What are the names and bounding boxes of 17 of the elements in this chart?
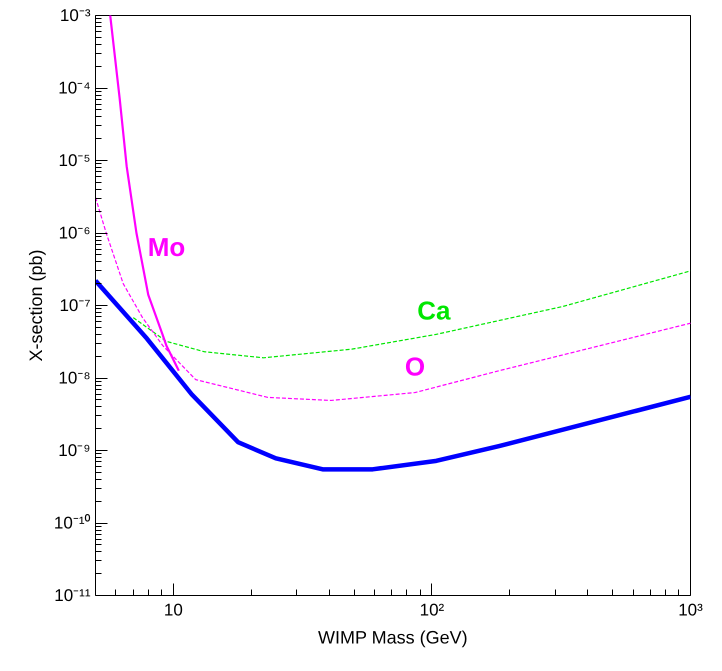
x-tick-label: 10² <box>420 600 445 620</box>
y-tick-label: 10⁻¹⁰ <box>54 514 91 532</box>
series-label: O <box>404 352 426 382</box>
y-tick-label: 10⁻⁴ <box>58 78 91 98</box>
y-axis-title: X-section (pb) <box>26 249 46 362</box>
y-tick-label: 10⁻³ <box>60 6 91 25</box>
series-label: Mo <box>148 232 186 262</box>
x-tick-label: 10 <box>164 600 183 620</box>
y-tick-label: 10⁻⁷ <box>59 296 90 315</box>
x-tick-label: 10³ <box>678 600 704 620</box>
y-tick-label: 10⁻¹¹ <box>54 586 91 605</box>
y-tick-label: 10⁻⁵ <box>58 151 91 170</box>
y-tick-label: 10⁻⁶ <box>58 224 91 242</box>
series-label: Ca <box>417 296 452 326</box>
y-tick-label: 10⁻⁸ <box>58 368 91 388</box>
x-axis-title: WIMP Mass (GeV) <box>318 628 468 648</box>
y-tick-label: 10⁻⁹ <box>58 441 91 460</box>
